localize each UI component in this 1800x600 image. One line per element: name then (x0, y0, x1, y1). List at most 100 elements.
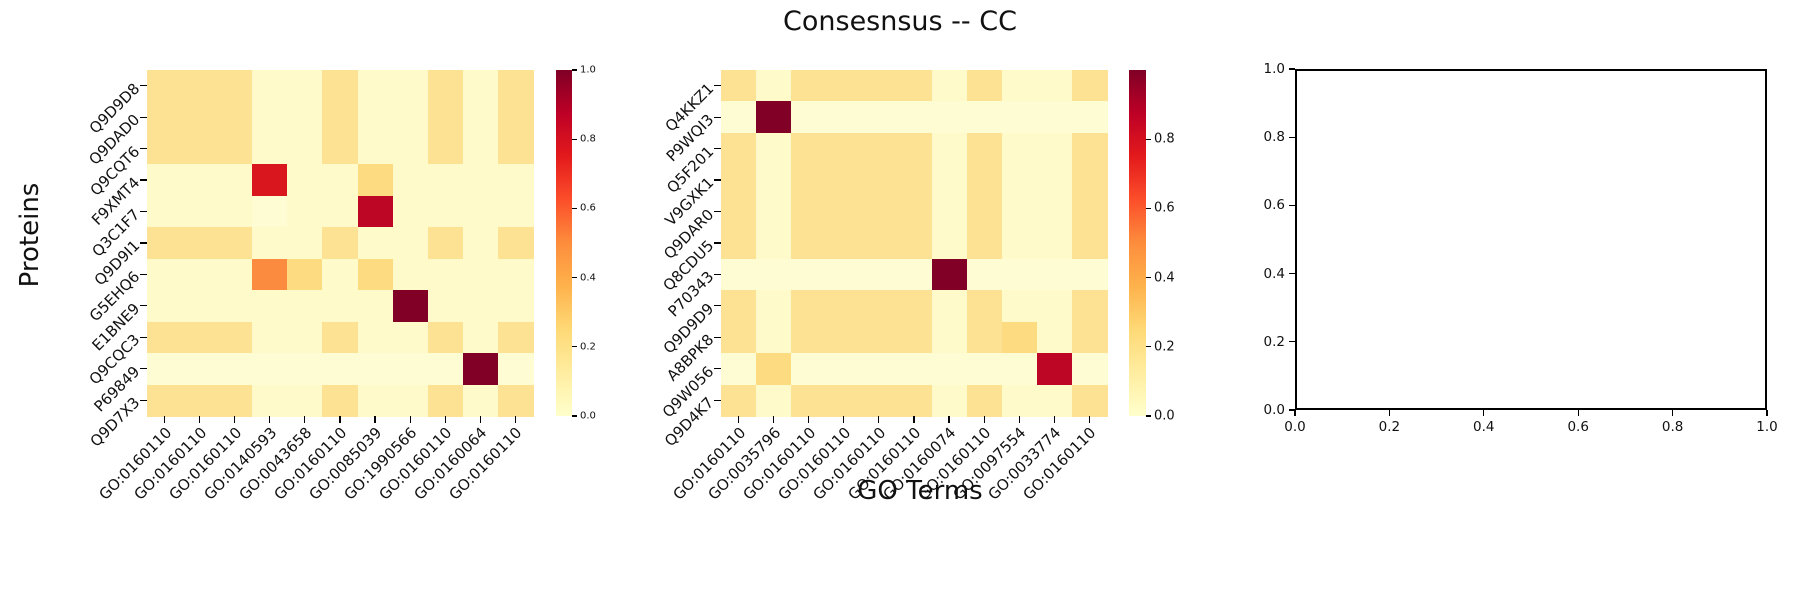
heatmap-cell (287, 132, 324, 165)
heatmap-cell (427, 353, 464, 386)
heatmap-cell (896, 353, 933, 386)
heatmap-cell (896, 258, 933, 291)
heatmap-cell (1071, 195, 1108, 228)
heatmap-cell (791, 353, 827, 386)
heatmap-cell (931, 164, 968, 197)
heatmap-cell (462, 101, 499, 134)
heatmap-cell (966, 101, 1003, 134)
empty-panel (1295, 69, 1767, 410)
heatmap-cell (791, 195, 827, 228)
heatmap-cell (1036, 70, 1073, 103)
heatmap-cell (931, 195, 968, 228)
heatmap-cell (497, 101, 534, 134)
heatmap-cell (1071, 164, 1108, 197)
heatmap-cell (287, 227, 324, 260)
heatmap-cell (392, 132, 429, 165)
heatmap-cell (392, 384, 429, 417)
heatmap-cell (721, 384, 757, 417)
heatmap-cell (217, 227, 253, 260)
colorbar-tick-mark (572, 276, 577, 279)
heatmap-cell (896, 321, 933, 354)
heatmap-cell (1001, 384, 1038, 417)
consensus-heatmap-left (147, 70, 534, 417)
heatmap-cell (756, 101, 792, 134)
heatmap-cell (287, 70, 324, 103)
heatmap-cell (147, 258, 183, 291)
y-tick-mark (714, 305, 721, 307)
heatmap-cell (896, 164, 933, 197)
x-tick-label: 0.0 (1284, 419, 1306, 435)
heatmap-cell (357, 101, 394, 134)
y-tick-mark (140, 85, 147, 87)
heatmap-cell (756, 195, 792, 228)
heatmap-cell (497, 321, 534, 354)
heatmap-cell (931, 132, 968, 165)
heatmap-cell (287, 384, 324, 417)
y-tick-mark (714, 336, 721, 338)
heatmap-cell (861, 353, 898, 386)
heatmap-cell (287, 353, 324, 386)
heatmap-cell (147, 321, 183, 354)
heatmap-cell (357, 195, 394, 228)
heatmap-cell (1001, 101, 1038, 134)
heatmap-cell (217, 101, 253, 134)
x-tick-mark (737, 415, 740, 423)
y-tick-mark (140, 242, 147, 244)
y-tick-mark (714, 116, 721, 118)
heatmap-cell (826, 258, 862, 291)
colorbar-tick-label: 0.0 (580, 410, 596, 422)
heatmap-cell (896, 101, 933, 134)
x-tick-mark (339, 415, 341, 423)
heatmap-cell (462, 195, 499, 228)
heatmap-cell (756, 321, 792, 354)
heatmap-cell (252, 353, 288, 386)
heatmap-cell (826, 101, 862, 134)
heatmap-cell (1036, 258, 1073, 291)
y-tick-mark (714, 148, 721, 150)
figure-title: Consesnsus -- CC (783, 6, 1017, 37)
heatmap-cell (252, 70, 288, 103)
heatmap-cell (826, 227, 862, 260)
y-tick-mark (1289, 409, 1295, 411)
y-tick-mark (140, 116, 147, 118)
heatmap-cell (427, 132, 464, 165)
heatmap-cell (861, 321, 898, 354)
colorbar-tick-mark (1146, 276, 1151, 279)
heatmap-cell (896, 70, 933, 103)
heatmap-cell (791, 258, 827, 291)
heatmap-cell (147, 384, 183, 417)
heatmap-cell (322, 195, 359, 228)
heatmap-cell (217, 384, 253, 417)
heatmap-cell (1036, 195, 1073, 228)
colorbar-tick-label: 0.8 (580, 133, 596, 145)
heatmap-cell (497, 290, 534, 323)
x-tick-mark (409, 415, 411, 423)
heatmap-cell (182, 132, 218, 165)
heatmap-cell (182, 164, 218, 197)
heatmap-cell (1071, 353, 1108, 386)
heatmap-cell (322, 164, 359, 197)
y-tick-mark (140, 336, 147, 338)
heatmap-cell (427, 227, 464, 260)
heatmap-cell (1036, 227, 1073, 260)
heatmap-cell (392, 195, 429, 228)
heatmap-cell (497, 195, 534, 228)
x-tick-mark (1088, 415, 1091, 423)
heatmap-cell (392, 70, 429, 103)
heatmap-cell (497, 384, 534, 417)
y-tick-mark (140, 148, 147, 150)
heatmap-cell (861, 227, 898, 260)
x-tick-mark (304, 415, 306, 423)
heatmap-cell (357, 132, 394, 165)
heatmap-cell (1001, 164, 1038, 197)
y-tick-label: 1.0 (1263, 61, 1285, 77)
heatmap-cell (1001, 132, 1038, 165)
heatmap-cell (462, 258, 499, 291)
colorbar-tick-mark (572, 207, 577, 209)
heatmap-cell (252, 227, 288, 260)
heatmap-cell (217, 164, 253, 197)
heatmap-cell (357, 321, 394, 354)
heatmap-cell (357, 384, 394, 417)
x-tick-mark (199, 415, 201, 423)
heatmap-cell (182, 101, 218, 134)
